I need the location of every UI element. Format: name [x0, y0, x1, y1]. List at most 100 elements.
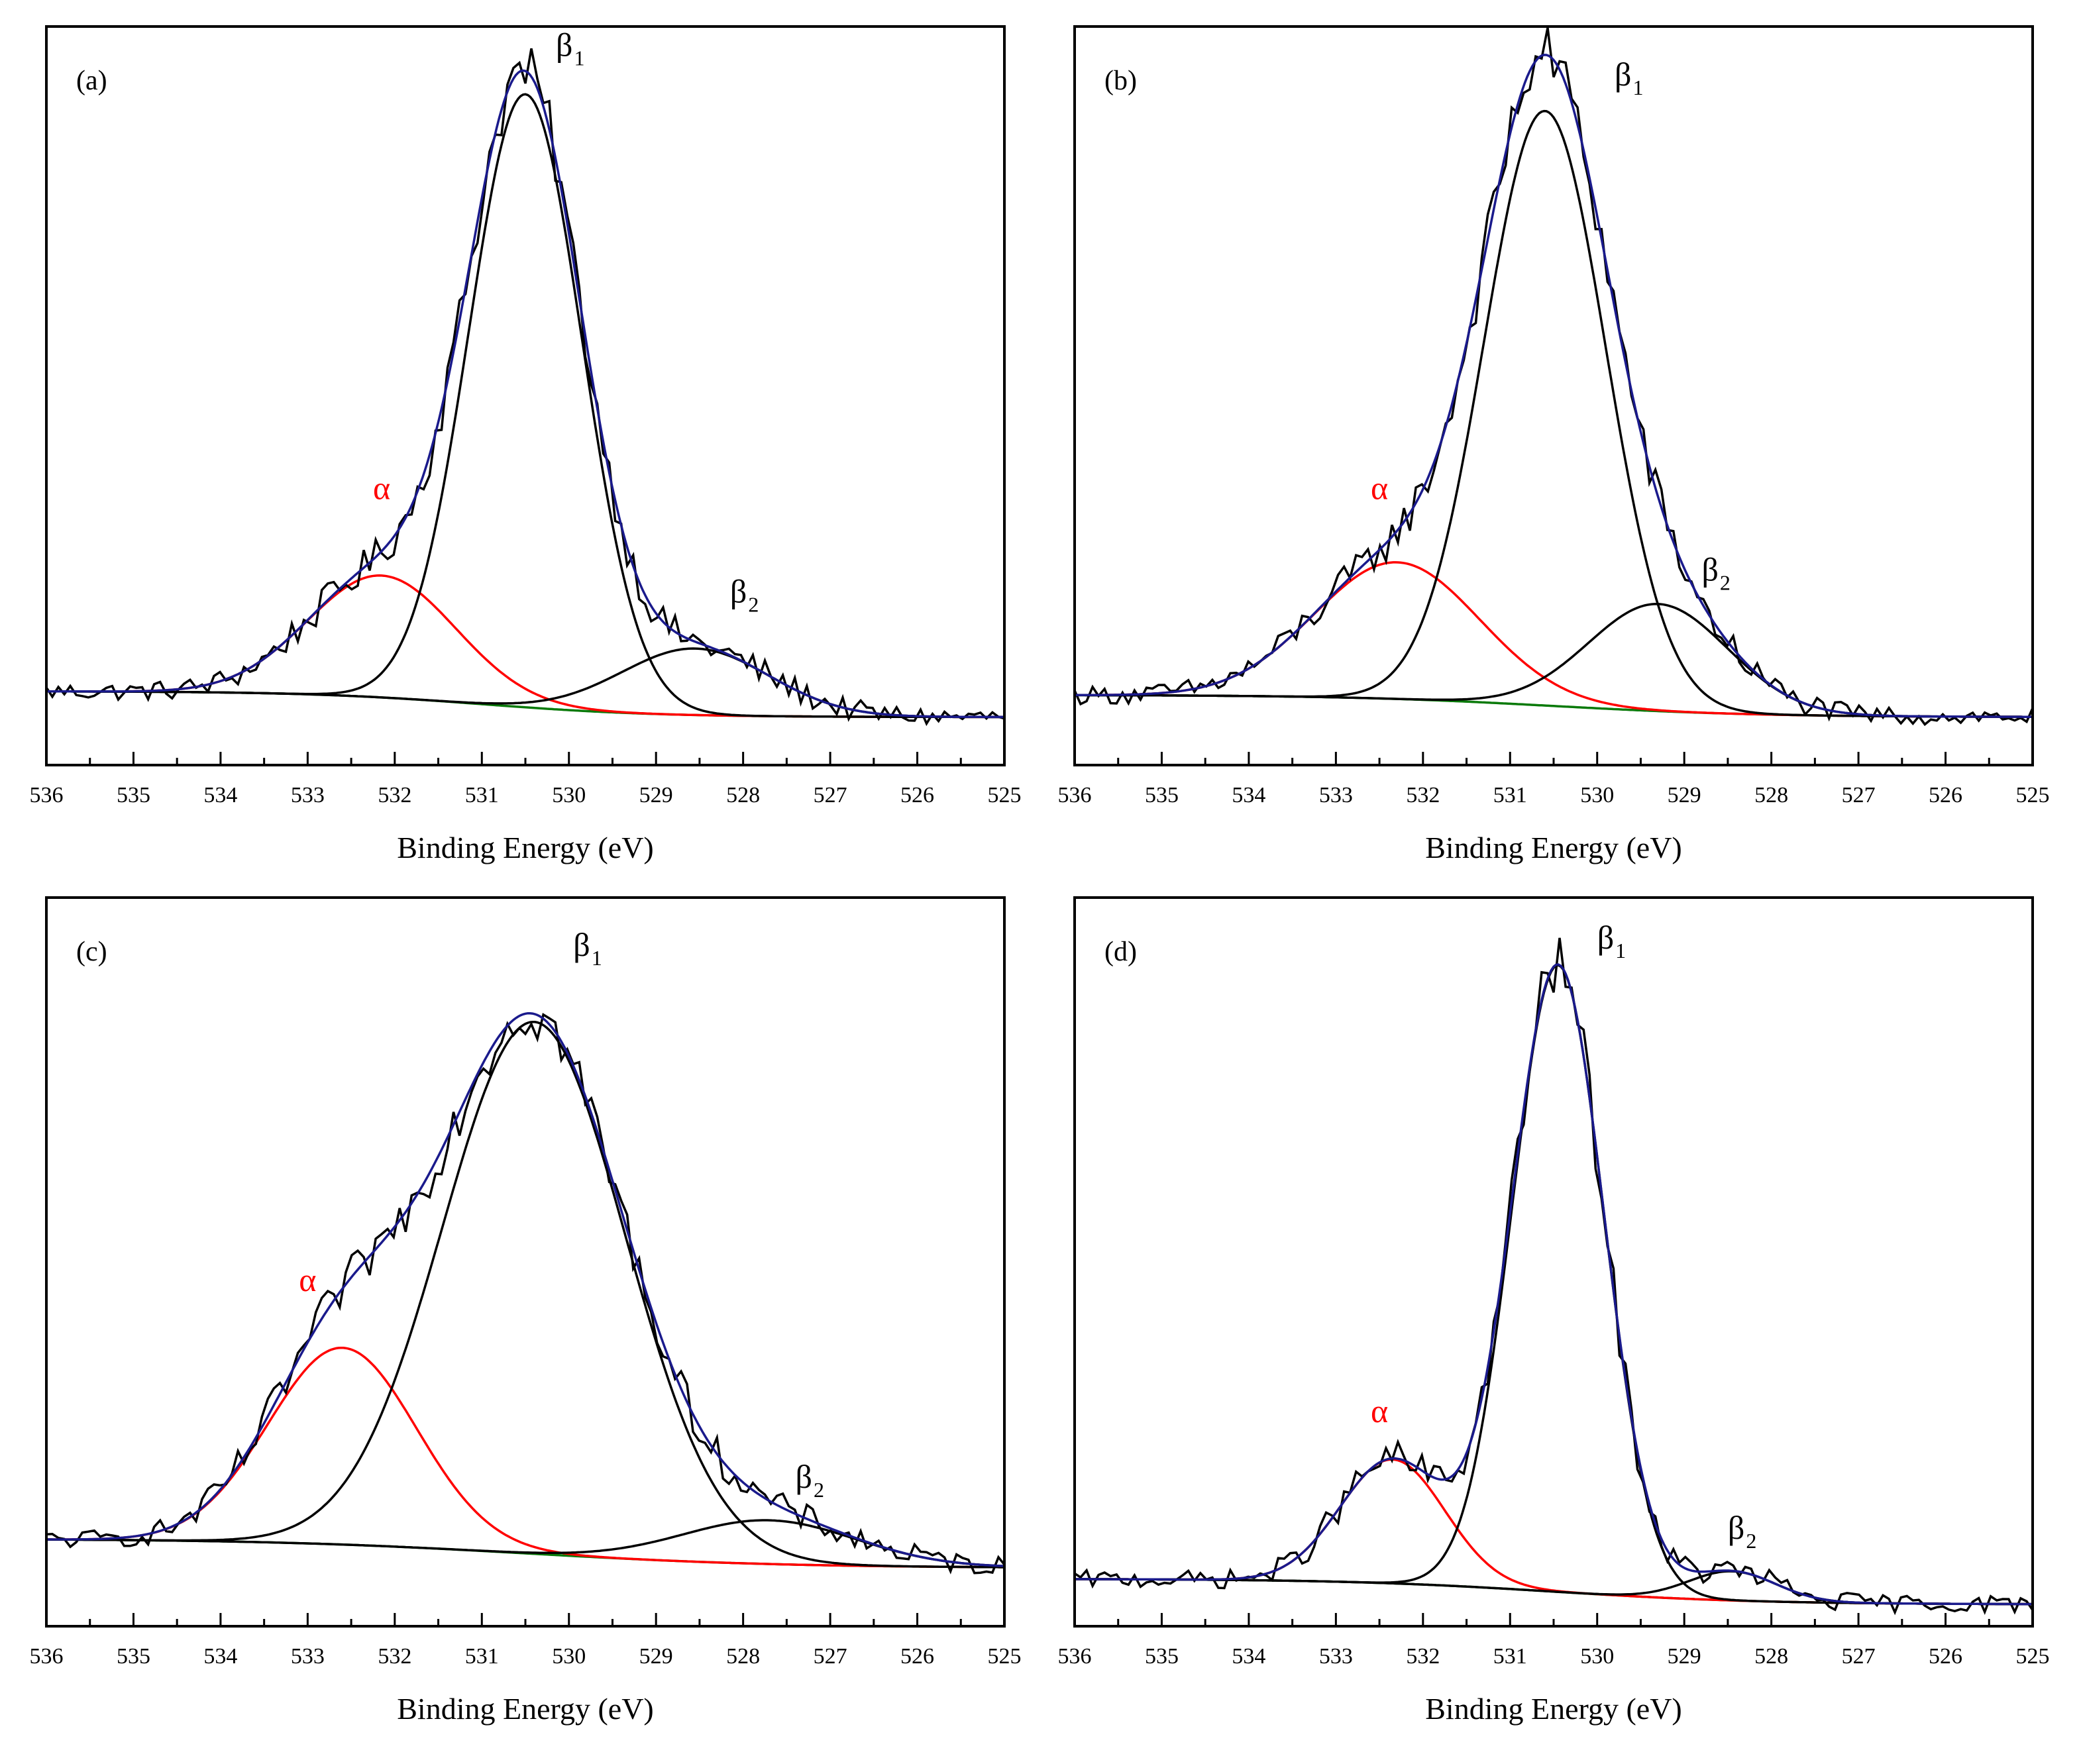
x-tick-label: 530: [552, 1644, 586, 1669]
plot-area: [46, 48, 1004, 727]
component-curve-beta1: [1075, 109, 2033, 718]
x-tick-label: 526: [900, 1644, 934, 1669]
x-axis-title: Binding Energy (eV): [1425, 831, 1682, 864]
peak-label-alpha: α: [299, 1261, 316, 1298]
peak-label-beta1: β1: [1615, 56, 1643, 99]
plot-frame: [1073, 896, 2034, 1628]
panel-c: 536 535 534 533 532 531 530 529 528 527 526 525 Bind…: [30, 896, 1022, 1726]
peak-label-alpha: α: [373, 470, 390, 507]
panel-d: 536 535 534 533 532 531 530 529 528 527 526 525 Bind…: [1058, 896, 2050, 1726]
component-curve-beta1: [46, 93, 1004, 719]
x-tick-label: 532: [1406, 783, 1440, 807]
peak-label-beta2: β2: [1701, 550, 1730, 594]
x-tick-label: 526: [900, 783, 934, 807]
peak-label-beta1: β1: [556, 26, 584, 70]
x-axis: 536 535 534 533 532 531 530 529 528 527 526 525: [1058, 752, 2050, 807]
x-tick-label: 536: [1058, 1644, 1092, 1669]
plot-frame: [1073, 25, 2034, 766]
x-axis-title: Binding Energy (eV): [1425, 1692, 1682, 1726]
x-tick-label: 531: [465, 1644, 499, 1669]
peak-label-alpha: α: [1371, 470, 1388, 507]
panel-label: (c): [76, 937, 107, 967]
x-tick-label: 530: [1580, 783, 1614, 807]
x-axis: 536 535 534 533 532 531 530 529 528 527 526 525: [30, 752, 1022, 807]
x-tick-label: 533: [1319, 783, 1353, 807]
panel-label: (a): [76, 66, 107, 96]
component-curve-alpha: [46, 574, 1004, 719]
x-tick-label: 527: [1842, 1644, 1876, 1669]
x-tick-label: 534: [203, 1644, 237, 1669]
raw-data-curve: [46, 48, 1004, 727]
x-tick-label: 525: [988, 1644, 1022, 1669]
peak-label-beta2: β2: [796, 1458, 824, 1502]
envelope-fit-curve: [46, 69, 1004, 719]
x-tick-label: 531: [465, 783, 499, 807]
envelope-fit-curve: [1075, 963, 2033, 1606]
component-curve-beta1: [1075, 964, 2033, 1606]
x-tick-label: 532: [1406, 1644, 1440, 1669]
peak-label-beta1: β1: [1597, 919, 1626, 962]
raw-data-curve: [1075, 27, 2033, 727]
plot-area: [1075, 937, 2033, 1616]
x-tick-label: 526: [1929, 1644, 1962, 1669]
x-tick-label: 525: [988, 783, 1022, 807]
plot-area: [1075, 27, 2033, 727]
x-tick-label: 528: [1754, 783, 1788, 807]
x-tick-label: 528: [726, 783, 760, 807]
x-tick-label: 529: [639, 783, 673, 807]
component-curve-beta2: [46, 1519, 1004, 1567]
x-tick-label: 535: [117, 783, 150, 807]
x-tick-label: 529: [1668, 1644, 1701, 1669]
x-axis: 536 535 534 533 532 531 530 529 528 527 526 525: [1058, 1613, 2050, 1669]
component-curve-beta2: [1075, 603, 2033, 718]
component-curve-alpha: [1075, 561, 2033, 718]
x-tick-label: 528: [726, 1644, 760, 1669]
peak-label-beta2: β2: [1728, 1509, 1756, 1553]
envelope-fit-curve: [46, 1012, 1004, 1567]
x-tick-label: 527: [1842, 783, 1876, 807]
peak-label-beta1: β1: [573, 926, 602, 970]
baseline-curve: [46, 690, 1004, 719]
raw-data-curve: [1075, 937, 2033, 1616]
component-curve-beta1: [46, 1020, 1004, 1569]
x-tick-label: 533: [291, 1644, 325, 1669]
x-tick-label: 529: [639, 1644, 673, 1669]
raw-data-curve: [46, 1012, 1004, 1575]
x-tick-label: 529: [1668, 783, 1701, 807]
panel-label: (d): [1104, 937, 1137, 967]
panel-b: 536 535 534 533 532 531 530 529 528 527 526 525 Bind…: [1058, 25, 2050, 864]
panel-a: 536 535 534 533 532 531 530 529 528 527 526 525 Bind…: [30, 25, 1022, 864]
x-tick-label: 526: [1929, 783, 1962, 807]
panel-label: (b): [1104, 66, 1137, 96]
plot-frame: [45, 25, 1006, 766]
x-tick-label: 528: [1754, 1644, 1788, 1669]
x-axis-title: Binding Energy (eV): [397, 831, 654, 864]
x-tick-label: 536: [1058, 783, 1092, 807]
peak-label-alpha: α: [1371, 1392, 1388, 1429]
x-tick-label: 533: [1319, 1644, 1353, 1669]
x-tick-label: 536: [30, 1644, 64, 1669]
envelope-fit-curve: [1075, 54, 2033, 718]
x-tick-label: 535: [1145, 783, 1179, 807]
x-tick-label: 527: [814, 783, 847, 807]
x-tick-label: 530: [1580, 1644, 1614, 1669]
x-tick-label: 533: [291, 783, 325, 807]
peak-label-beta2: β2: [730, 573, 759, 617]
component-curve-alpha: [1075, 1458, 2033, 1606]
plot-area: [46, 1012, 1004, 1575]
x-tick-label: 527: [814, 1644, 847, 1669]
x-tick-label: 531: [1493, 783, 1527, 807]
x-axis-title: Binding Energy (eV): [397, 1692, 654, 1726]
x-tick-label: 534: [1232, 1644, 1265, 1669]
x-tick-label: 535: [1145, 1644, 1179, 1669]
x-axis: 536 535 534 533 532 531 530 529 528 527 526 525: [30, 1613, 1022, 1669]
x-tick-label: 536: [30, 783, 64, 807]
x-tick-label: 530: [552, 783, 586, 807]
x-tick-label: 531: [1493, 1644, 1527, 1669]
x-tick-label: 532: [378, 1644, 411, 1669]
x-tick-label: 532: [378, 783, 411, 807]
x-tick-label: 525: [2016, 1644, 2050, 1669]
x-tick-label: 534: [203, 783, 237, 807]
